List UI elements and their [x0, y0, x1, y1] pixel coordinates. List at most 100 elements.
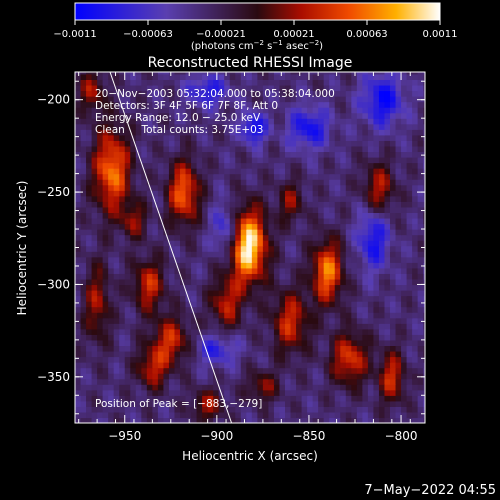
heatmap-cell — [329, 168, 336, 175]
heatmap-cell — [180, 229, 187, 236]
heatmap-cell — [174, 134, 181, 141]
heatmap-cell — [75, 362, 82, 369]
heatmap-cell — [163, 395, 170, 402]
heatmap-cell — [384, 168, 391, 175]
heatmap-cell — [152, 79, 159, 86]
heatmap-cell — [390, 134, 397, 141]
heatmap-cell — [334, 173, 341, 180]
heatmap-cell — [257, 129, 264, 136]
heatmap-cell — [124, 317, 131, 324]
heatmap-cell — [97, 151, 104, 158]
heatmap-cell — [80, 212, 87, 219]
heatmap-cell — [229, 72, 236, 75]
heatmap-cell — [334, 411, 341, 419]
heatmap-cell — [251, 411, 258, 419]
heatmap-cell — [213, 334, 220, 341]
heatmap-cell — [91, 334, 98, 341]
heatmap-cell — [102, 90, 109, 97]
heatmap-cell — [257, 223, 264, 230]
heatmap-cell — [207, 378, 214, 385]
heatmap-cell — [268, 306, 275, 313]
heatmap-cell — [345, 323, 352, 330]
heatmap-cell — [191, 145, 198, 153]
heatmap-cell — [373, 84, 380, 92]
heatmap-cell — [235, 245, 242, 252]
heatmap-cell — [318, 356, 325, 363]
heatmap-cell — [285, 90, 292, 97]
heatmap-cell — [301, 118, 308, 125]
annotation-clean: Clean Total counts: 3.75E+03 — [95, 124, 264, 136]
heatmap-cell — [312, 217, 319, 225]
heatmap-cell — [307, 334, 314, 341]
heatmap-cell — [146, 140, 153, 147]
heatmap-cell — [202, 278, 209, 286]
heatmap-cell — [285, 256, 292, 263]
heatmap-cell — [290, 356, 297, 363]
heatmap-cell — [240, 123, 247, 130]
heatmap-cell — [80, 395, 87, 402]
heatmap-cell — [268, 284, 275, 291]
heatmap-cell — [124, 339, 131, 347]
heatmap-cell — [307, 168, 314, 175]
heatmap-cell — [75, 206, 82, 213]
heatmap-cell — [323, 156, 330, 164]
heatmap-cell — [119, 229, 126, 236]
heatmap-cell — [191, 245, 198, 252]
heatmap-cell — [323, 201, 330, 208]
heatmap-cell — [406, 295, 413, 302]
heatmap-cell — [367, 278, 375, 286]
heatmap-cell — [406, 384, 413, 391]
heatmap-cell — [406, 129, 413, 136]
heatmap-cell — [229, 362, 236, 369]
heatmap-cell — [323, 90, 330, 97]
heatmap-cell — [97, 84, 104, 92]
heatmap-cell — [185, 289, 192, 297]
heatmap-cell — [301, 284, 308, 291]
heatmap-cell — [334, 317, 341, 324]
heatmap-cell — [423, 145, 425, 153]
heatmap-cell — [135, 273, 142, 280]
heatmap-cell — [362, 173, 369, 180]
heatmap-cell — [373, 129, 380, 136]
heatmap-cell — [80, 223, 87, 230]
heatmap-cell — [119, 278, 126, 286]
heatmap-cell — [401, 306, 408, 313]
heatmap-cell — [279, 212, 286, 219]
heatmap-cell — [412, 406, 419, 413]
heatmap-cell — [401, 156, 408, 164]
heatmap-cell — [340, 378, 347, 385]
heatmap-cell — [180, 350, 187, 358]
heatmap-cell — [152, 179, 159, 186]
heatmap-cell — [146, 350, 153, 358]
heatmap-cell — [157, 206, 165, 213]
heatmap-cell — [235, 328, 242, 335]
heatmap-cell — [273, 112, 281, 119]
heatmap-cell — [246, 312, 253, 319]
heatmap-cell — [108, 312, 115, 319]
heatmap-cell — [251, 212, 258, 219]
heatmap-cell — [113, 134, 120, 141]
heatmap-cell — [141, 240, 148, 247]
heatmap-cell — [401, 373, 408, 380]
heatmap-cell — [296, 229, 303, 236]
heatmap-cell — [224, 245, 231, 252]
heatmap-cell — [235, 195, 242, 202]
heatmap-cell — [384, 367, 391, 374]
x-axis-tick-labels: −950 −900 −850 −800 — [108, 429, 417, 443]
heatmap-cell — [152, 411, 159, 419]
heatmap-cell — [97, 118, 104, 125]
heatmap-cell — [318, 278, 325, 286]
heatmap-cell — [157, 367, 165, 374]
heatmap-cell — [185, 350, 192, 358]
heatmap-cell — [168, 278, 176, 286]
heatmap-cell — [356, 267, 363, 274]
heatmap-cell — [384, 400, 391, 407]
heatmap-cell — [318, 362, 325, 369]
heatmap-cell — [240, 206, 247, 213]
heatmap-cell — [423, 101, 425, 108]
heatmap-cell — [312, 417, 319, 423]
heatmap-cell — [207, 195, 214, 202]
heatmap-cell — [401, 79, 408, 86]
heatmap-cell — [273, 406, 281, 413]
heatmap-cell — [378, 195, 386, 202]
